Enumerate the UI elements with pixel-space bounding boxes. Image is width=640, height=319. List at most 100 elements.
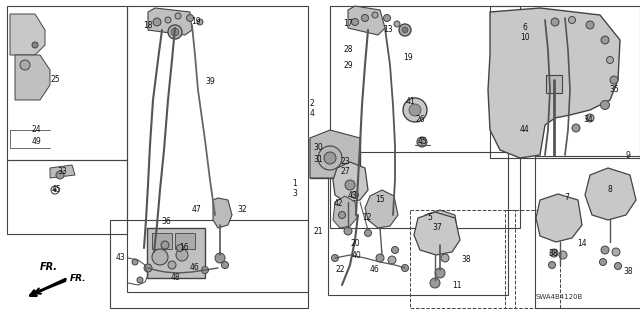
Text: 20: 20 (350, 240, 360, 249)
Text: 38: 38 (461, 256, 471, 264)
Circle shape (610, 76, 618, 84)
Circle shape (401, 264, 408, 271)
Circle shape (54, 189, 56, 191)
Text: 40: 40 (351, 250, 361, 259)
Circle shape (601, 246, 609, 254)
Text: 18: 18 (143, 21, 153, 31)
Bar (410, 210, 515, 308)
Circle shape (168, 25, 182, 39)
Circle shape (168, 261, 176, 269)
Polygon shape (536, 194, 582, 242)
Circle shape (607, 56, 614, 63)
Text: 24: 24 (31, 125, 41, 135)
Text: 10: 10 (520, 33, 530, 41)
Circle shape (551, 18, 559, 26)
Polygon shape (50, 165, 75, 178)
Text: 19: 19 (403, 54, 413, 63)
Text: 34: 34 (583, 115, 593, 124)
Circle shape (318, 146, 342, 170)
Circle shape (600, 258, 607, 265)
Circle shape (559, 251, 567, 259)
Bar (7, 160, 127, 234)
Polygon shape (488, 8, 620, 158)
Circle shape (388, 256, 396, 264)
Polygon shape (365, 190, 398, 228)
Bar (152, 233, 172, 249)
Text: 46: 46 (189, 263, 199, 272)
Circle shape (402, 27, 408, 33)
Text: FR.: FR. (40, 262, 58, 272)
Circle shape (344, 227, 352, 235)
Text: 37: 37 (432, 224, 442, 233)
Text: FR.: FR. (70, 274, 86, 283)
Polygon shape (414, 212, 460, 255)
Circle shape (152, 249, 168, 265)
Circle shape (339, 211, 346, 219)
Text: 4: 4 (310, 108, 314, 117)
Text: 39: 39 (205, 78, 215, 86)
Text: 46: 46 (369, 265, 379, 275)
Bar (535, 156, 640, 308)
Circle shape (586, 114, 594, 122)
Circle shape (417, 137, 427, 147)
Circle shape (215, 253, 225, 263)
Text: 45: 45 (417, 137, 427, 146)
Circle shape (20, 60, 30, 70)
Text: 21: 21 (313, 227, 323, 236)
Circle shape (372, 12, 378, 18)
Text: 29: 29 (343, 61, 353, 70)
Text: 32: 32 (237, 205, 247, 214)
Bar (110, 220, 308, 308)
Polygon shape (585, 168, 636, 220)
Circle shape (362, 14, 369, 21)
Text: 8: 8 (607, 186, 612, 195)
Circle shape (176, 249, 188, 261)
Circle shape (56, 171, 64, 179)
Circle shape (376, 254, 384, 262)
Polygon shape (10, 14, 45, 55)
Text: 22: 22 (335, 265, 345, 275)
Text: 11: 11 (452, 280, 461, 290)
Circle shape (365, 229, 371, 236)
Text: 7: 7 (564, 194, 570, 203)
Text: 43: 43 (115, 254, 125, 263)
Circle shape (430, 278, 440, 288)
Bar (7, 6, 127, 160)
Text: 28: 28 (343, 46, 353, 55)
Text: 48: 48 (170, 273, 180, 283)
Circle shape (550, 249, 558, 257)
Polygon shape (15, 55, 50, 100)
Circle shape (351, 19, 358, 26)
Circle shape (441, 254, 449, 262)
Polygon shape (148, 8, 192, 35)
Text: 23: 23 (340, 158, 350, 167)
Circle shape (600, 100, 609, 109)
Text: 35: 35 (609, 85, 619, 94)
Text: 16: 16 (179, 243, 189, 253)
Bar (310, 138, 360, 178)
Text: 38: 38 (623, 268, 633, 277)
Text: 41: 41 (405, 98, 415, 107)
Bar (505, 210, 560, 308)
Circle shape (324, 152, 336, 164)
Circle shape (202, 266, 209, 273)
Text: 1: 1 (292, 179, 298, 188)
Text: 25: 25 (50, 76, 60, 85)
Bar (328, 152, 508, 295)
Circle shape (177, 244, 184, 251)
Polygon shape (348, 6, 385, 35)
Polygon shape (310, 130, 360, 178)
Circle shape (614, 263, 621, 270)
Polygon shape (333, 162, 368, 202)
Bar (330, 6, 520, 228)
Circle shape (221, 262, 228, 269)
Polygon shape (333, 196, 357, 228)
Text: 42: 42 (333, 199, 343, 209)
Bar (175, 233, 195, 249)
Circle shape (32, 42, 38, 48)
Circle shape (351, 191, 358, 198)
Text: 15: 15 (375, 196, 385, 204)
Circle shape (601, 36, 609, 44)
Text: 30: 30 (313, 144, 323, 152)
Circle shape (144, 264, 152, 272)
